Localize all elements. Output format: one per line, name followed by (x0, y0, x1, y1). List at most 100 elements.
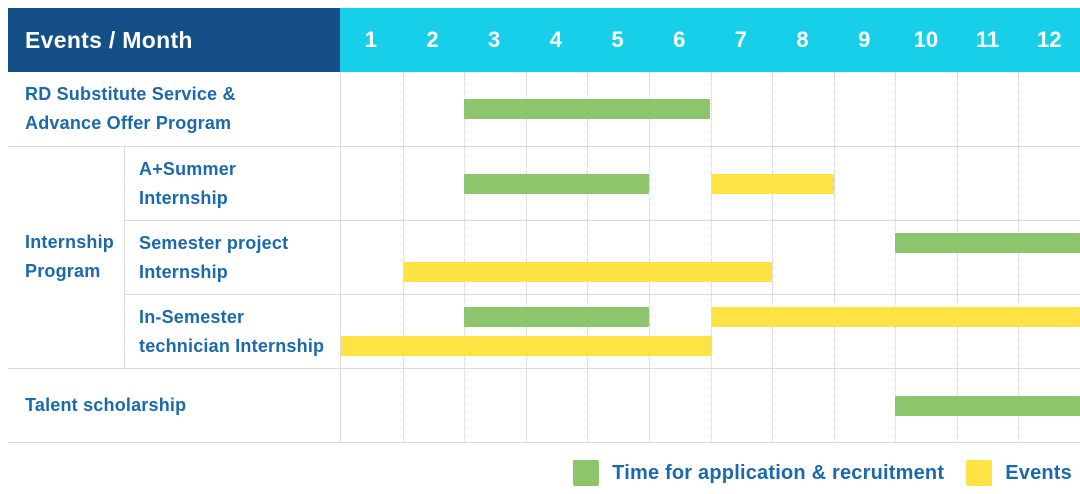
table-row: In-Semester technician Internship (8, 294, 1080, 368)
bar-line (341, 262, 1080, 282)
month-header-9: 9 (858, 27, 871, 52)
month-gridline (587, 369, 589, 442)
table-row: RD Substitute Service & Advance Offer Pr… (8, 72, 1080, 146)
legend-swatch-event (966, 460, 993, 486)
month-gridline (587, 221, 589, 294)
month-gridline (648, 295, 650, 368)
row-timeline (340, 220, 1080, 294)
month-gridline (833, 72, 835, 146)
month-gridline (895, 72, 897, 146)
month-gridline (895, 295, 897, 368)
month-gridline (710, 369, 712, 442)
month-gridline (1018, 221, 1020, 294)
legend-item-event: Events (966, 460, 1072, 486)
gantt-bar-application (895, 233, 1080, 253)
month-gridline (833, 221, 835, 294)
month-header-1: 1 (364, 27, 377, 52)
month-gridline (1018, 147, 1020, 220)
legend: Time for application & recruitment Events (573, 460, 1072, 486)
month-gridline (464, 369, 466, 442)
month-header-11: 11 (975, 27, 1000, 52)
month-gridline (833, 147, 835, 220)
month-gridline (1018, 295, 1020, 368)
row-label: Talent scholarship (25, 395, 187, 415)
month-gridline (895, 147, 897, 220)
month-gridline (402, 72, 404, 146)
table-row: A+Summer Internship (8, 146, 1080, 220)
month-gridline (833, 295, 835, 368)
header-events-month-cell: Events / Month (8, 8, 340, 72)
month-gridline (648, 147, 650, 220)
group-label: Internship Program (25, 232, 115, 281)
month-gridline (1018, 72, 1020, 146)
legend-label-application: Time for application & recruitment (612, 461, 945, 484)
events-month-table: Events / Month 1 2 3 4 5 6 7 8 9 10 11 12 RD Substi… (8, 8, 1080, 443)
month-header-6: 6 (673, 27, 686, 52)
month-gridline (525, 369, 527, 442)
gantt-bar-application (895, 395, 1080, 416)
month-header-8: 8 (796, 27, 809, 52)
row-timeline (340, 147, 1080, 220)
month-header-4: 4 (549, 27, 562, 52)
gantt-bar-event (710, 173, 834, 194)
legend-label-event: Events (1005, 461, 1072, 484)
month-gridline (587, 295, 589, 368)
month-gridline (402, 369, 404, 442)
month-gridline (648, 221, 650, 294)
month-gridline (402, 295, 404, 368)
month-gridline (648, 369, 650, 442)
gantt-bar-application (464, 99, 711, 119)
month-gridline (525, 295, 527, 368)
gantt-bar-event (341, 336, 711, 356)
month-header-3: 3 (488, 27, 501, 52)
bar-line (341, 395, 1080, 416)
table-row: Talent scholarship (8, 368, 1080, 442)
bar-line (341, 99, 1080, 119)
month-gridline (402, 147, 404, 220)
bar-line (341, 173, 1080, 194)
table-header-row: Events / Month 1 2 3 4 5 6 7 8 9 10 11 12 (8, 8, 1080, 72)
month-gridline (772, 221, 774, 294)
month-gridline (464, 221, 466, 294)
legend-swatch-application (573, 460, 600, 486)
month-gridline (525, 221, 527, 294)
month-gridline (833, 369, 835, 442)
month-header-2: 2 (426, 27, 439, 52)
month-header-row: 1 2 3 4 5 6 7 8 9 10 11 12 (340, 8, 1080, 72)
row-label: In-Semester technician Internship (124, 294, 340, 368)
month-gridline (956, 221, 958, 294)
bar-line (341, 233, 1080, 253)
gantt-bar-application (464, 173, 649, 194)
row-timeline (340, 72, 1080, 146)
row-timeline (340, 369, 1080, 442)
month-gridline (772, 369, 774, 442)
month-gridline (710, 221, 712, 294)
gantt-bar-application (464, 307, 649, 327)
row-label: RD Substitute Service & Advance Offer Pr… (25, 84, 236, 133)
month-gridline (402, 221, 404, 294)
month-gridline (956, 295, 958, 368)
legend-item-application: Time for application & recruitment (573, 460, 944, 486)
month-header-12: 12 (1036, 27, 1062, 52)
month-gridline (710, 295, 712, 368)
bar-line (341, 336, 1080, 356)
gantt-bar-event (402, 262, 773, 282)
month-gridline (895, 221, 897, 294)
row-label: A+Summer Internship (124, 147, 340, 220)
row-label: Semester project Internship (124, 220, 340, 294)
month-header-5: 5 (611, 27, 624, 52)
month-gridline (956, 72, 958, 146)
month-gridline (772, 72, 774, 146)
month-header-10: 10 (913, 27, 939, 52)
month-gridline (710, 72, 712, 146)
month-gridline (772, 295, 774, 368)
table-row: Semester project Internship (8, 220, 1080, 294)
month-gridline (464, 295, 466, 368)
row-timeline (340, 294, 1080, 368)
month-gridline (956, 147, 958, 220)
gantt-body: RD Substitute Service & Advance Offer Pr… (8, 72, 1080, 443)
month-header-7: 7 (734, 27, 747, 52)
gantt-bar-event (710, 307, 1080, 327)
bar-line (341, 307, 1080, 327)
